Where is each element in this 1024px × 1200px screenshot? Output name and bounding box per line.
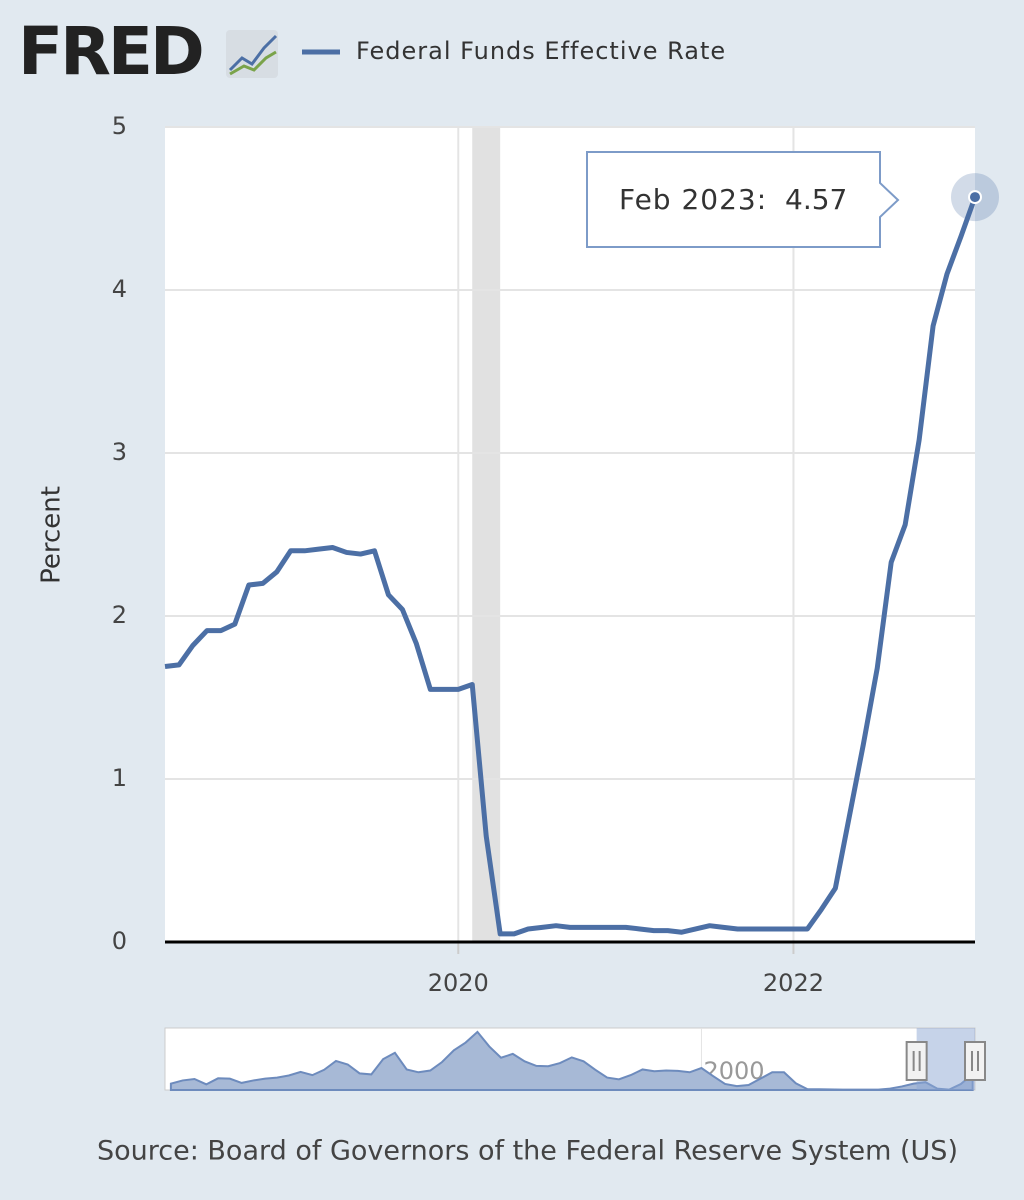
logo-icon bbox=[226, 30, 278, 78]
y-tick-label: 5 bbox=[112, 112, 127, 140]
y-tick-label: 4 bbox=[112, 275, 127, 303]
tooltip-label: Feb 2023: bbox=[619, 183, 767, 216]
x-tick-label: 2022 bbox=[763, 969, 824, 997]
navigator-handle[interactable] bbox=[905, 1041, 928, 1081]
y-tick-label: 2 bbox=[112, 601, 127, 629]
navigator-handle[interactable] bbox=[964, 1041, 986, 1081]
source: Source: Board of Governors of the Federa… bbox=[97, 1136, 958, 1167]
y-tick-label: 3 bbox=[112, 438, 127, 466]
y-tick-label: 0 bbox=[112, 927, 127, 955]
handle-body bbox=[964, 1041, 986, 1081]
legend-label: Federal Funds Effective Rate bbox=[356, 37, 726, 65]
recession-band bbox=[472, 127, 501, 942]
y-tick-label: 1 bbox=[112, 764, 127, 792]
x-tick-label: 2020 bbox=[428, 969, 489, 997]
series-line bbox=[164, 196, 978, 937]
handle-body bbox=[905, 1041, 928, 1081]
tooltip-box bbox=[586, 151, 900, 248]
tooltip-value: 4.57 bbox=[785, 183, 847, 216]
hover-point bbox=[968, 190, 982, 205]
y-axis-label: Percent bbox=[37, 486, 67, 584]
logo: FRED bbox=[18, 13, 202, 90]
navigator-area bbox=[169, 1030, 974, 1091]
plot-area bbox=[165, 127, 975, 942]
